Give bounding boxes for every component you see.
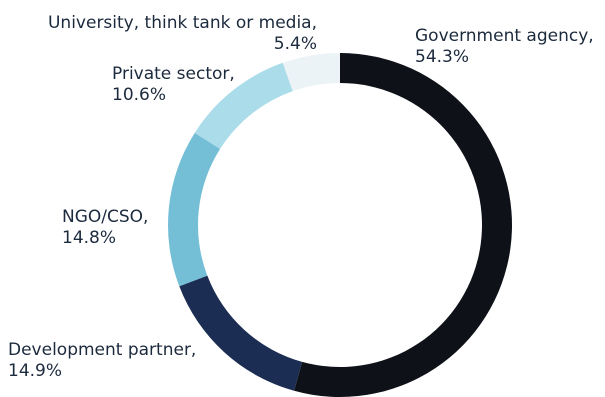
- slice-label-category: Development partner,: [8, 340, 197, 360]
- slice-label-category: NGO/CSO,: [62, 207, 149, 227]
- slice-label-university-think-tank-media: University, think tank or media, 5.4%: [27, 13, 317, 55]
- slice-label-value: 14.8%: [62, 228, 117, 248]
- slice-label-category: University, think tank or media,: [47, 13, 317, 33]
- slice-label-value: 14.9%: [8, 361, 63, 381]
- slice-label-value: 54.3%: [415, 47, 470, 67]
- slice-label-value: 5.4%: [273, 34, 317, 54]
- slice-label-government-agency: Government agency, 54.3%: [415, 26, 594, 68]
- slice-development-partner: [179, 275, 303, 391]
- slice-government-agency: [294, 53, 512, 397]
- slice-ngo-cso: [168, 132, 221, 287]
- slice-label-ngo-cso: NGO/CSO, 14.8%: [62, 207, 148, 249]
- slice-private-sector: [194, 62, 293, 149]
- slice-label-category: Private sector,: [112, 64, 235, 84]
- slice-university-think-tank-media: [282, 53, 340, 92]
- slice-label-development-partner: Development partner, 14.9%: [8, 340, 196, 382]
- slice-label-value: 10.6%: [112, 85, 167, 105]
- slice-label-private-sector: Private sector, 10.6%: [112, 64, 235, 106]
- donut-slices: [168, 53, 512, 397]
- slice-label-category: Government agency,: [415, 26, 594, 46]
